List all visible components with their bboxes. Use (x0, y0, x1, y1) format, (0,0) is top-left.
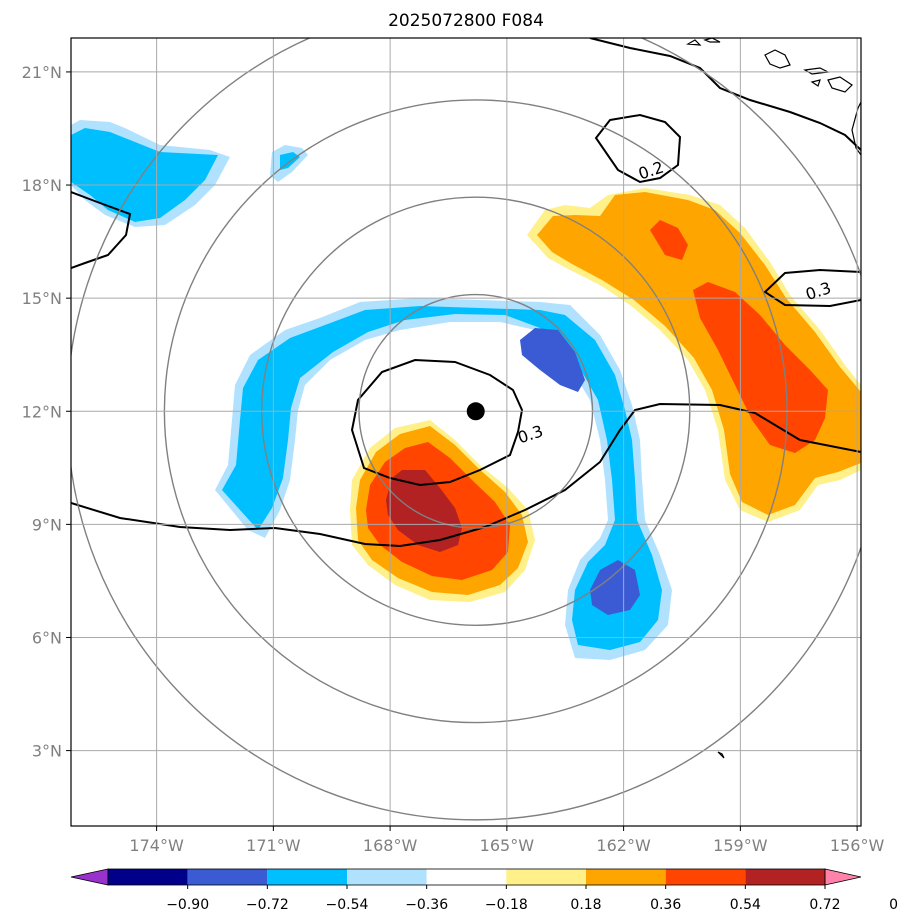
contour-nw-loop (71, 191, 132, 269)
map-title: 2025072800 F084 (388, 11, 544, 31)
colorbar-segment (665, 869, 746, 885)
storm-center-marker (466, 402, 485, 421)
x-tick-label: 168°W (363, 836, 418, 855)
colorbar-tick-label: −0.54 (326, 897, 369, 913)
coast-hawaii-5 (686, 38, 721, 46)
coast-hawaii-1 (764, 49, 791, 69)
colorbar-segment (347, 869, 427, 885)
x-tick-label: 156°W (830, 836, 885, 855)
colorbar-extend-max (824, 868, 862, 886)
y-tick-label: 18°N (22, 176, 62, 195)
colorbar-frame (107, 868, 826, 886)
colorbar-segment (267, 869, 347, 885)
colorbar-segment (506, 869, 586, 885)
coast-hawaii-4 (810, 79, 821, 87)
coast-hawaii-2 (803, 67, 831, 75)
x-tick-label: 174°W (129, 836, 184, 855)
contour-ring-center (350, 358, 524, 487)
contour-label: 0.3 (803, 278, 833, 304)
positive-anomaly-center-core (386, 470, 462, 552)
shading-layer (71, 120, 861, 660)
contour-small-loop (594, 113, 682, 184)
colorbar-segment (745, 869, 825, 885)
colorbar: −0.90 −0.72 −0.54 −0.36 −0.18 0.18 0.36 0.54 0.7… (70, 868, 899, 913)
y-tick-label: 6°N (32, 628, 62, 647)
colorbar-tick-label: 0.54 (730, 897, 761, 913)
contour-east-loop (763, 268, 861, 308)
y-tick-label: 15°N (22, 289, 62, 308)
x-tick-label: 165°W (480, 836, 535, 855)
y-tick-label: 3°N (32, 742, 62, 761)
y-tick-label: 12°N (22, 402, 62, 421)
x-axis-ticks: 174°W 171°W 168°W 165°W 162°W 159°W 156°W (129, 826, 884, 855)
colorbar-tick-label: −0.18 (485, 897, 528, 913)
colorbar-tick-label: 0.36 (650, 897, 681, 913)
colorbar-segment (187, 869, 268, 885)
x-tick-label: 159°W (713, 836, 768, 855)
y-tick-label: 9°N (32, 515, 62, 534)
colorbar-segment (426, 869, 507, 885)
colorbar-tick-label: −0.72 (246, 897, 289, 913)
colorbar-tick-label: 0.90 (889, 897, 899, 913)
contour-line-long (71, 402, 861, 548)
x-tick-label: 171°W (246, 836, 301, 855)
negative-anomaly-core-south (590, 560, 640, 615)
coast-islet (717, 751, 725, 759)
map-frame (70, 37, 862, 827)
colorbar-tick-label: −0.36 (405, 897, 448, 913)
colorbar-tick-label: −0.90 (166, 897, 209, 913)
colorbar-segment (108, 869, 188, 885)
contour-north (589, 38, 861, 151)
colorbar-tick-label: 0.18 (570, 897, 601, 913)
colorbar-tick-label: 0.72 (809, 897, 840, 913)
contour-lines (71, 38, 861, 548)
map-area: 0.20.30.3 (71, 38, 861, 826)
positive-anomaly-ne-4 (650, 220, 688, 260)
positive-anomaly-ne-3 (693, 282, 828, 453)
colorbar-segment (586, 869, 666, 885)
colorbar-extend-min (70, 868, 109, 886)
x-tick-label: 162°W (596, 836, 651, 855)
negative-anomaly-nw-core (71, 128, 218, 222)
y-axis-ticks: 3°N 6°N 9°N 12°N 15°N 18°N 21°N (22, 63, 71, 761)
coast-hawaii-3 (827, 76, 853, 93)
negative-anomaly-arc-core (222, 306, 662, 650)
lat-lon-grid (71, 38, 861, 826)
negative-anomaly-core-east (520, 328, 585, 392)
range-ring (71, 38, 861, 821)
y-tick-label: 21°N (22, 63, 62, 82)
